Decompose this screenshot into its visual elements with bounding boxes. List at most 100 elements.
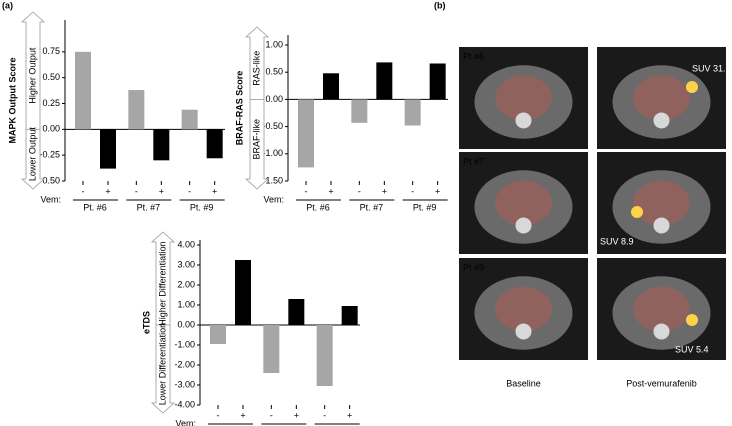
bar xyxy=(210,325,226,344)
y-tick-label: 1.00 xyxy=(177,299,195,309)
caption: Baseline xyxy=(506,378,541,388)
y-tick-label: 0.50 xyxy=(265,67,283,77)
series-name: + xyxy=(435,186,440,196)
hotspot xyxy=(686,81,698,93)
y-tick-label: -1.00 xyxy=(174,339,195,349)
series-name: + xyxy=(105,186,110,196)
bar xyxy=(323,73,339,100)
arrow-label: Lower Differentiation xyxy=(157,323,167,405)
panel-label: (b) xyxy=(434,0,446,10)
x-tick-label: Pt. #9 xyxy=(190,202,214,212)
suv-label: SUV 8.9 xyxy=(600,236,634,246)
series-name: + xyxy=(159,186,164,196)
scan-uptake xyxy=(633,180,690,226)
series-label: Vem: xyxy=(175,418,196,426)
panel-label: (a) xyxy=(2,0,13,10)
series-name: - xyxy=(82,186,85,196)
y-tick-label: -0.25 xyxy=(39,150,60,160)
y-tick-label: 4.00 xyxy=(177,239,195,249)
scan-uptake xyxy=(633,286,690,332)
bar xyxy=(341,306,358,325)
bar xyxy=(100,129,116,169)
bar xyxy=(351,99,368,123)
y-tick-label: 0.00 xyxy=(265,94,283,104)
hotspot xyxy=(686,314,698,326)
y-axis-title: MAPK Output Score xyxy=(7,57,17,143)
series-name: - xyxy=(135,186,138,196)
patient-label: Pt #9 xyxy=(463,262,484,272)
bar xyxy=(206,129,223,159)
bar xyxy=(316,325,333,386)
bar xyxy=(404,99,421,126)
y-tick-label: 0.00 xyxy=(177,319,195,329)
arrow-label: RAS-like xyxy=(251,51,261,86)
scan-uptake xyxy=(633,75,690,121)
y-tick-label: 0.00 xyxy=(42,124,60,134)
series-label: Vem: xyxy=(40,194,61,204)
arrow-label: Lower Output xyxy=(27,127,37,182)
direction-arrow xyxy=(20,11,46,190)
caption: Post-vemurafenib xyxy=(626,378,697,388)
series-name: + xyxy=(212,186,217,196)
direction-arrow xyxy=(150,231,176,414)
bar xyxy=(235,260,251,325)
bar xyxy=(298,99,314,168)
scan-spine xyxy=(653,323,670,340)
y-tick-label: 0.50 xyxy=(42,72,60,82)
x-tick-label: Pt. #7 xyxy=(137,202,161,212)
x-tick-label: Pt. #7 xyxy=(360,202,384,212)
bar xyxy=(376,62,393,100)
series-name: - xyxy=(323,410,326,420)
bar xyxy=(153,129,170,161)
y-tick-label: -3.00 xyxy=(174,379,195,389)
series-name: - xyxy=(217,410,220,420)
bar xyxy=(288,299,305,325)
y-tick-label: -4.00 xyxy=(174,399,195,409)
bar xyxy=(429,63,446,100)
suv-label: SUV 5.4 xyxy=(675,344,709,354)
scan-spine xyxy=(515,112,532,129)
y-tick-label: -1.00 xyxy=(262,148,283,158)
bar xyxy=(263,325,280,373)
scan-spine xyxy=(653,112,670,129)
y-tick-label: -2.00 xyxy=(174,359,195,369)
series-name: + xyxy=(294,410,299,420)
series-name: - xyxy=(305,186,308,196)
patient-label: Pt #7 xyxy=(463,156,484,166)
series-name: - xyxy=(188,186,191,196)
bar xyxy=(128,90,145,130)
bar xyxy=(75,51,91,130)
patient-label: Pt #6 xyxy=(463,51,484,61)
series-name: + xyxy=(328,186,333,196)
scan-spine xyxy=(653,217,670,234)
arrow-label: BRAF-like xyxy=(251,119,261,160)
series-name: + xyxy=(240,410,245,420)
scan-spine xyxy=(515,323,532,340)
suv-label: SUV 31.7 xyxy=(692,63,731,73)
series-name: - xyxy=(270,410,273,420)
scan-uptake xyxy=(495,180,552,226)
arrow-label: Higher Output xyxy=(27,47,37,104)
y-tick-label: 0.75 xyxy=(42,46,60,56)
y-tick-label: -1.50 xyxy=(262,175,283,185)
arrow-label: Higher Differentiation xyxy=(157,241,167,325)
series-name: + xyxy=(382,186,387,196)
y-tick-label: 2.00 xyxy=(177,279,195,289)
y-tick-label: 0.25 xyxy=(42,98,60,108)
series-name: - xyxy=(358,186,361,196)
y-tick-label: 1.00 xyxy=(265,39,283,49)
y-axis-title: eTDS xyxy=(141,311,151,334)
scan-uptake xyxy=(495,75,552,121)
y-tick-label: 3.00 xyxy=(177,259,195,269)
y-tick-label: -0.50 xyxy=(262,121,283,131)
series-label: Vem: xyxy=(263,194,284,204)
series-name: - xyxy=(411,186,414,196)
bar xyxy=(181,109,198,130)
scan-uptake xyxy=(495,286,552,332)
y-tick-label: -0.50 xyxy=(39,175,60,185)
x-tick-label: Pt. #6 xyxy=(83,202,107,212)
hotspot xyxy=(631,206,643,218)
x-tick-label: Pt. #6 xyxy=(306,202,330,212)
y-axis-title: BRAF-RAS Score xyxy=(234,71,244,146)
